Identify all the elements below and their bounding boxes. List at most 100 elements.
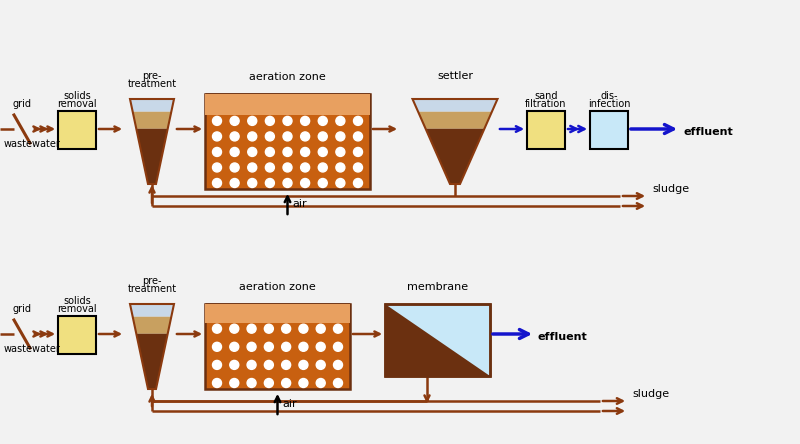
Circle shape bbox=[213, 342, 222, 351]
Circle shape bbox=[283, 132, 292, 141]
Circle shape bbox=[248, 116, 257, 125]
Text: wastewater: wastewater bbox=[4, 344, 61, 354]
Circle shape bbox=[334, 342, 342, 351]
Circle shape bbox=[299, 378, 308, 388]
Text: sludge: sludge bbox=[632, 389, 669, 399]
Circle shape bbox=[247, 378, 256, 388]
Circle shape bbox=[301, 147, 310, 156]
Circle shape bbox=[213, 116, 222, 125]
Text: sludge: sludge bbox=[652, 184, 689, 194]
Text: grid: grid bbox=[13, 304, 31, 314]
Circle shape bbox=[283, 163, 292, 172]
Text: wastewater: wastewater bbox=[4, 139, 61, 149]
Circle shape bbox=[213, 147, 222, 156]
Circle shape bbox=[334, 324, 342, 333]
Text: treatment: treatment bbox=[127, 79, 177, 89]
Text: effluent: effluent bbox=[684, 127, 734, 137]
Circle shape bbox=[213, 378, 222, 388]
Circle shape bbox=[283, 116, 292, 125]
Text: effluent: effluent bbox=[538, 332, 588, 342]
Circle shape bbox=[266, 147, 274, 156]
Circle shape bbox=[213, 324, 222, 333]
Circle shape bbox=[334, 378, 342, 388]
Bar bbox=[385, 304, 490, 376]
Circle shape bbox=[247, 342, 256, 351]
Circle shape bbox=[247, 361, 256, 369]
Text: settler: settler bbox=[437, 71, 473, 81]
Polygon shape bbox=[133, 112, 171, 129]
Circle shape bbox=[336, 178, 345, 187]
Text: treatment: treatment bbox=[127, 284, 177, 294]
Circle shape bbox=[318, 178, 327, 187]
Polygon shape bbox=[130, 99, 174, 112]
Circle shape bbox=[230, 378, 238, 388]
Circle shape bbox=[301, 132, 310, 141]
Bar bbox=[385, 304, 490, 376]
Circle shape bbox=[230, 178, 239, 187]
Circle shape bbox=[266, 163, 274, 172]
Text: infection: infection bbox=[588, 99, 630, 109]
Text: air: air bbox=[293, 199, 307, 209]
Polygon shape bbox=[385, 304, 490, 376]
Polygon shape bbox=[426, 129, 484, 184]
Circle shape bbox=[354, 132, 362, 141]
Bar bbox=[590, 111, 628, 149]
Text: solids: solids bbox=[63, 91, 91, 101]
Bar bbox=[205, 304, 350, 323]
Circle shape bbox=[301, 163, 310, 172]
Text: aeration zone: aeration zone bbox=[249, 72, 326, 82]
Text: dis-: dis- bbox=[600, 91, 618, 101]
Circle shape bbox=[248, 178, 257, 187]
Circle shape bbox=[299, 361, 308, 369]
Circle shape bbox=[230, 147, 239, 156]
Circle shape bbox=[354, 178, 362, 187]
Bar bbox=[205, 94, 370, 115]
Circle shape bbox=[354, 116, 362, 125]
Circle shape bbox=[264, 361, 274, 369]
Circle shape bbox=[354, 163, 362, 172]
Text: membrane: membrane bbox=[407, 282, 468, 292]
Polygon shape bbox=[136, 334, 168, 389]
Circle shape bbox=[301, 116, 310, 125]
Text: removal: removal bbox=[57, 99, 97, 109]
Circle shape bbox=[283, 178, 292, 187]
Circle shape bbox=[230, 163, 239, 172]
Circle shape bbox=[264, 324, 274, 333]
Polygon shape bbox=[130, 304, 174, 317]
Circle shape bbox=[301, 178, 310, 187]
Text: pre-: pre- bbox=[142, 71, 162, 81]
Text: aeration zone: aeration zone bbox=[239, 282, 316, 292]
Circle shape bbox=[299, 342, 308, 351]
Circle shape bbox=[354, 147, 362, 156]
Circle shape bbox=[318, 147, 327, 156]
Circle shape bbox=[282, 361, 290, 369]
Circle shape bbox=[248, 147, 257, 156]
Text: sand: sand bbox=[534, 91, 558, 101]
Circle shape bbox=[336, 163, 345, 172]
Circle shape bbox=[299, 324, 308, 333]
Bar bbox=[527, 111, 565, 149]
Circle shape bbox=[213, 178, 222, 187]
Circle shape bbox=[230, 132, 239, 141]
Circle shape bbox=[213, 163, 222, 172]
Text: solids: solids bbox=[63, 296, 91, 306]
Circle shape bbox=[316, 342, 326, 351]
Circle shape bbox=[266, 132, 274, 141]
Circle shape bbox=[282, 342, 290, 351]
Bar bbox=[58, 316, 96, 354]
Bar bbox=[205, 94, 370, 189]
Circle shape bbox=[248, 163, 257, 172]
Polygon shape bbox=[133, 317, 171, 334]
Circle shape bbox=[247, 324, 256, 333]
Circle shape bbox=[248, 132, 257, 141]
Circle shape bbox=[283, 147, 292, 156]
Circle shape bbox=[336, 116, 345, 125]
Circle shape bbox=[316, 324, 326, 333]
Circle shape bbox=[282, 324, 290, 333]
Text: grid: grid bbox=[13, 99, 31, 109]
Circle shape bbox=[213, 132, 222, 141]
Polygon shape bbox=[418, 112, 492, 129]
Text: air: air bbox=[282, 399, 297, 409]
Circle shape bbox=[230, 116, 239, 125]
Circle shape bbox=[230, 361, 238, 369]
